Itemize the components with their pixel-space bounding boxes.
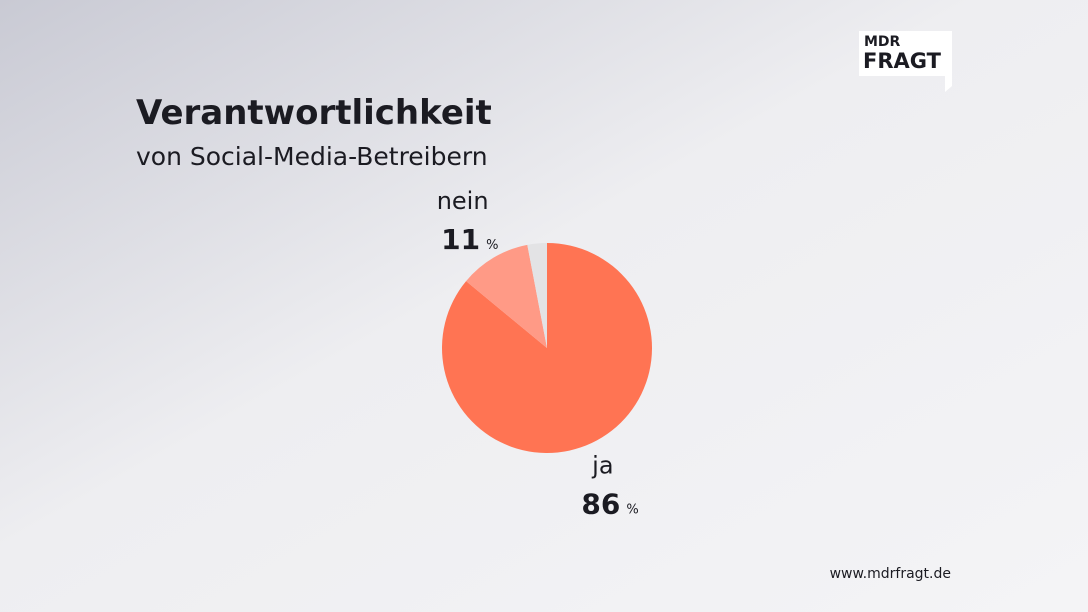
slice-label: ja — [591, 452, 613, 480]
footer-url: www.mdrfragt.de — [830, 566, 951, 582]
value-label: 86 — [581, 488, 620, 521]
chart-title: Verantwortlichkeit — [136, 93, 492, 133]
logo-bottom: FRAGT — [863, 49, 942, 73]
slice-label: nein — [437, 187, 489, 215]
chart-subtitle: von Social-Media-Betreibern — [136, 142, 488, 171]
logo-top: MDR — [864, 34, 901, 50]
value-label: 11 — [441, 223, 480, 256]
logo-box — [859, 31, 952, 92]
unit-label: % — [486, 238, 498, 253]
pie-slice — [466, 244, 547, 348]
unit-label: % — [626, 503, 638, 518]
pie-slice — [527, 243, 547, 348]
